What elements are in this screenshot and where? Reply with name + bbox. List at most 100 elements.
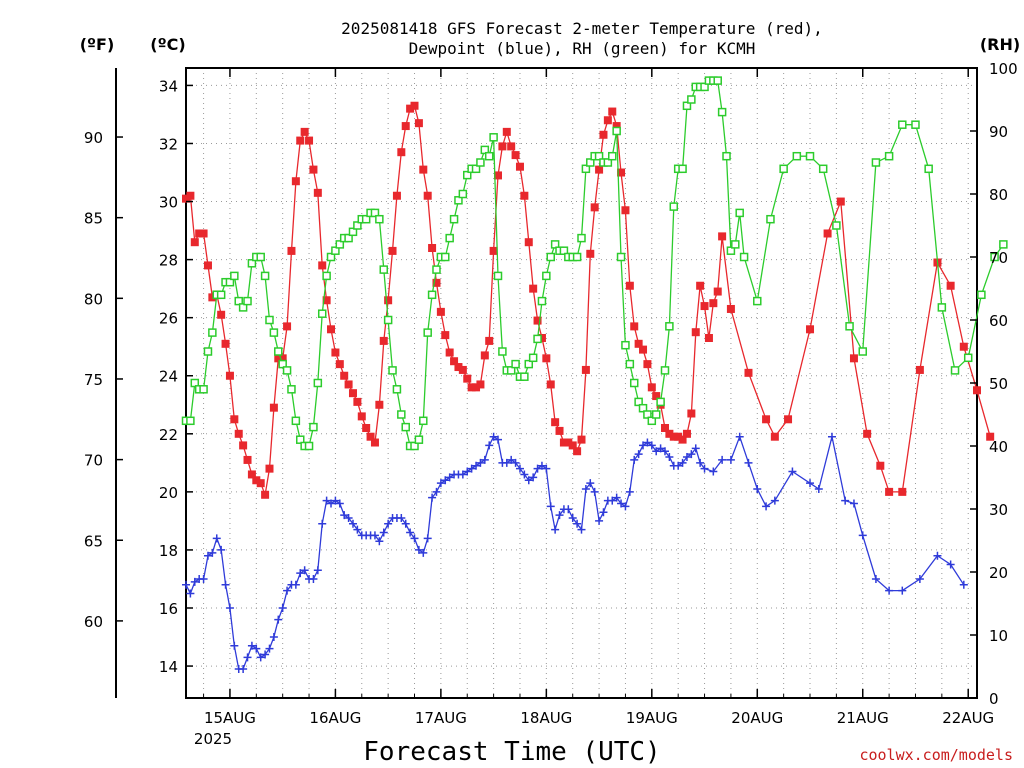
rh-point <box>287 385 296 394</box>
rh-point <box>462 170 472 180</box>
temperature-point <box>348 389 357 398</box>
rh-point <box>375 214 384 224</box>
rh-point <box>441 252 450 262</box>
rh-point <box>410 441 419 451</box>
temperature-point <box>247 470 256 479</box>
dewpoint-point <box>445 473 454 482</box>
temperature-point <box>652 392 661 401</box>
rh-point <box>717 107 727 117</box>
dewpoint-point <box>340 511 349 520</box>
fahrenheit-tick-label: 60 <box>84 613 103 631</box>
temperature-point <box>533 316 542 325</box>
fahrenheit-unit-label: (ºF) <box>80 35 115 54</box>
rh-point <box>208 328 217 337</box>
rh-point <box>950 366 960 375</box>
temperature-point <box>647 383 656 392</box>
temperature-point <box>586 249 595 258</box>
temperature-point <box>498 142 507 151</box>
dewpoint-point <box>458 470 467 479</box>
dewpoint-point <box>753 484 762 493</box>
dewpoint-point <box>700 464 709 473</box>
dewpoint-point <box>379 528 388 537</box>
rh-point <box>379 265 388 274</box>
temperature-point <box>744 368 753 377</box>
rh-point <box>335 240 345 249</box>
temperature-point <box>203 261 212 270</box>
rh-point <box>317 309 327 318</box>
temperature-point <box>665 429 674 438</box>
dewpoint-point <box>243 653 252 662</box>
temperature-point <box>617 168 626 177</box>
temperature-point <box>388 246 397 255</box>
dewpoint-point <box>278 604 287 612</box>
temperature-point <box>467 383 476 392</box>
rh-point <box>520 372 529 381</box>
rh-point <box>616 252 626 262</box>
temperature-point <box>230 415 239 424</box>
x-tick-label: 17AUG <box>415 709 467 727</box>
dewpoint-point <box>370 531 379 540</box>
dewpoint-point <box>915 574 924 583</box>
rh-point <box>498 347 507 356</box>
celsius-tick-label: 14 <box>159 658 178 676</box>
temperature-point <box>406 104 415 113</box>
rh-tick-label: 30 <box>989 501 1008 519</box>
temperature-point <box>414 119 423 128</box>
temperature-point <box>225 371 234 380</box>
temperature-point <box>485 336 494 345</box>
temperature-point <box>265 464 274 473</box>
temperature-point <box>946 281 955 290</box>
dewpoint-point <box>384 519 393 528</box>
temperature-point <box>362 424 371 432</box>
rh-point <box>296 435 305 444</box>
temperature-point <box>599 130 608 139</box>
dewpoint-point <box>375 537 384 546</box>
rh-point <box>818 164 828 174</box>
dewpoint-point <box>397 514 406 522</box>
fahrenheit-tick-label: 65 <box>84 532 103 550</box>
rh-point <box>454 196 463 205</box>
dewpoint-point <box>533 464 542 473</box>
temperature-point <box>419 165 428 174</box>
temperature-point <box>568 441 577 450</box>
temperature-point <box>186 191 195 200</box>
dewpoint-point <box>608 496 617 505</box>
dewpoint-point <box>551 525 560 534</box>
rh-point <box>247 259 257 268</box>
dewpoint-point <box>841 496 850 505</box>
rh-point <box>687 95 696 104</box>
temperature-point <box>445 348 454 357</box>
dewpoint-point <box>410 534 419 543</box>
dewpoint-point <box>283 586 292 595</box>
temperature-point <box>335 360 344 369</box>
rh-point <box>353 221 362 230</box>
temperature-point <box>625 281 634 290</box>
rh-point <box>713 76 722 85</box>
celsius-tick-label: 30 <box>159 194 178 212</box>
rh-point <box>700 82 709 92</box>
x-tick-label: 20AUG <box>731 709 783 727</box>
temperature-point <box>463 374 472 383</box>
x-tick-label: 18AUG <box>520 709 572 727</box>
temperature-point <box>687 409 696 418</box>
rh-unit-label: (RH) <box>980 35 1020 54</box>
dewpoint-point <box>472 461 481 470</box>
temperature-point <box>704 334 713 342</box>
temperature-point <box>208 293 217 302</box>
dewpoint-point <box>612 493 621 502</box>
rh-point <box>629 378 639 388</box>
temperature-point <box>520 191 529 200</box>
temperature-point <box>384 296 393 305</box>
rh-point <box>186 416 195 426</box>
temperature-point <box>863 429 872 438</box>
rh-point <box>511 359 520 369</box>
rh-point <box>884 151 894 161</box>
temperature-point <box>511 151 520 160</box>
dewpoint-point <box>344 514 353 522</box>
x-tick-label: 15AUG <box>204 709 256 727</box>
rh-point <box>322 271 331 281</box>
dewpoint-point <box>463 467 472 476</box>
rh-point <box>612 126 621 136</box>
dewpoint-point <box>261 650 270 659</box>
temperature-point <box>436 307 445 316</box>
